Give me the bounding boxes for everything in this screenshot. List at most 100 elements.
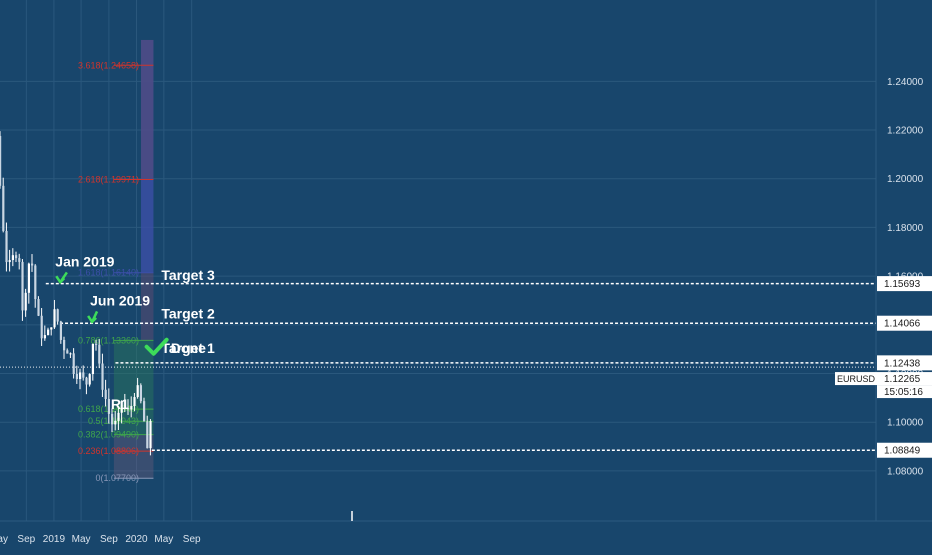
candle-body xyxy=(34,265,37,300)
price-tick-label: 1.22000 xyxy=(887,126,924,137)
level-price-badge: 1.12438 xyxy=(884,358,921,369)
price-tick-label: 1.08000 xyxy=(887,466,924,477)
candle-body xyxy=(2,185,5,231)
candle-body xyxy=(146,421,149,449)
candle-body xyxy=(37,299,40,316)
current-price-badge: 1.12265 xyxy=(884,374,921,385)
candle-body xyxy=(123,401,127,408)
current-price-badge-bg xyxy=(877,372,932,386)
candle-body xyxy=(91,343,95,375)
level-price-badge-bg xyxy=(877,442,932,458)
price-tick-label: 1.20000 xyxy=(887,174,924,185)
price-candles xyxy=(0,131,152,456)
time-tick-label: 2019 xyxy=(43,534,66,545)
annotation-done[interactable]: Done xyxy=(171,340,206,356)
candle-body xyxy=(130,406,133,410)
candle-body xyxy=(8,260,11,263)
symbol-tag: EURUSD xyxy=(837,374,876,384)
annotation-jun-2019[interactable]: Jun 2019 xyxy=(90,292,150,308)
time-tick-label: Sep xyxy=(183,534,201,545)
fib-level-label: 1.618(1.16140) xyxy=(78,268,139,278)
time-tick-label: May xyxy=(72,534,91,545)
candle-body xyxy=(18,258,21,262)
candle-body xyxy=(82,372,85,378)
candle-body xyxy=(143,401,146,422)
candle-body xyxy=(139,385,143,402)
fib-level-label: 2.618(1.19971) xyxy=(78,174,139,184)
candle-body xyxy=(117,412,120,421)
candle-body xyxy=(47,329,50,336)
fib-level-label: 3.618(1.24658) xyxy=(78,60,139,70)
candle-body xyxy=(104,389,107,400)
annotation-jan-2019[interactable]: Jan 2019 xyxy=(55,253,114,269)
fib-level-label: 0(1.07700) xyxy=(95,473,139,483)
candle-body xyxy=(50,327,53,330)
candle-body xyxy=(0,135,2,186)
candle-body xyxy=(43,335,47,339)
price-tick-label: 1.24000 xyxy=(887,77,924,88)
time-tick-label: Sep xyxy=(100,534,118,545)
candle-body xyxy=(114,420,117,425)
fib-band-top xyxy=(141,39,154,180)
candle-body xyxy=(40,315,43,339)
candle-body xyxy=(101,363,104,390)
price-tick-label: 1.18000 xyxy=(887,223,924,234)
candle-body xyxy=(59,321,63,340)
annotation-r1[interactable]: R1 xyxy=(111,396,129,412)
candle-body xyxy=(63,339,66,351)
level-price-badge: 1.08849 xyxy=(884,446,921,457)
annotation-target-1[interactable]: Target 1 xyxy=(161,340,215,356)
level-price-badge: 1.14066 xyxy=(884,319,921,330)
candle-body xyxy=(31,263,34,266)
candle-body xyxy=(21,261,24,311)
candle-body xyxy=(69,353,72,355)
candle-body xyxy=(95,343,98,345)
time-axis[interactable]: Aug2018MaySep2019MaySep2020MaySep xyxy=(0,511,353,545)
time-tick-label: Sep xyxy=(17,534,35,545)
candle-body xyxy=(56,309,59,322)
arrow-head-icon xyxy=(87,315,98,324)
candle-body xyxy=(53,309,56,328)
candle-body xyxy=(11,255,15,261)
candle-body xyxy=(98,344,101,364)
arrow-head-icon xyxy=(55,275,66,285)
time-tick-label: May xyxy=(154,534,173,545)
annotation-target-3[interactable]: Target 3 xyxy=(161,267,215,283)
fib-level-label: 0.236(1.08806) xyxy=(78,446,139,456)
candle-body xyxy=(5,230,8,263)
candle-body xyxy=(107,399,111,414)
candle-body xyxy=(75,373,79,380)
time-tick-label: May xyxy=(0,534,8,545)
candle-body xyxy=(88,374,91,385)
candle-body xyxy=(79,372,82,380)
candle-body xyxy=(149,421,152,449)
horizontal-levels[interactable] xyxy=(0,282,876,451)
candle-body xyxy=(27,263,31,293)
candle-body xyxy=(66,350,69,354)
candle-body xyxy=(24,292,27,311)
candle-body xyxy=(15,255,18,259)
fib-level-label: 0.786(1.13360) xyxy=(78,335,139,345)
level-price-badge: 1.15693 xyxy=(884,279,921,290)
level-price-badge-bg xyxy=(877,276,932,292)
candle-body xyxy=(133,397,136,407)
candle-body xyxy=(127,407,130,410)
fib-level-label: 0.382(1.09490) xyxy=(78,430,139,440)
countdown-badge-bg xyxy=(877,385,932,399)
countdown-badge: 15:05:16 xyxy=(884,387,923,398)
candle-body xyxy=(72,353,75,374)
check-icon xyxy=(144,337,169,356)
annotations[interactable]: Jan 2019 Jun 2019 Target 3 Target 2 Target 1… xyxy=(55,253,215,412)
level-price-badge-bg xyxy=(877,315,932,331)
price-badges: 1.15693 1.14066 1.12438 1.08849 EURUSD 1.1226… xyxy=(835,276,932,458)
level-price-badge-bg xyxy=(877,355,932,371)
price-tick-label: 1.10000 xyxy=(887,418,924,429)
candle-body xyxy=(120,401,123,413)
fib-level-label: 0.5(1.10043) xyxy=(88,416,139,426)
time-tick-label: 2020 xyxy=(125,534,148,545)
annotation-target-2[interactable]: Target 2 xyxy=(161,306,215,322)
candle-body xyxy=(136,385,139,398)
